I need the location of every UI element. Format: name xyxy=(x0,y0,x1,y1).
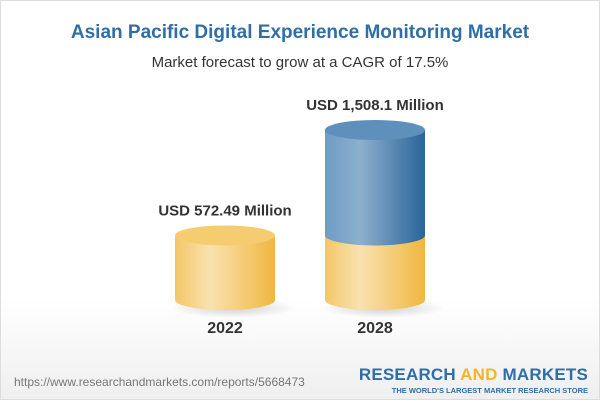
bar-base-2028 xyxy=(325,235,425,310)
bar-growth-2028 xyxy=(325,130,425,246)
data-label-2022: USD 572.49 Million xyxy=(158,202,291,219)
research-and-markets-logo: RESEARCH AND MARKETS THE WORLD'S LARGEST… xyxy=(358,365,588,395)
x-tick-label-2028: 2028 xyxy=(357,320,393,337)
source-url[interactable]: https://www.researchandmarkets.com/repor… xyxy=(14,375,305,389)
bar-top-2022 xyxy=(175,225,275,246)
bar-top-2028 xyxy=(325,120,425,140)
data-label-2028: USD 1,508.1 Million xyxy=(306,97,444,114)
chart-subtitle: Market forecast to grow at a CAGR of 17.… xyxy=(151,54,449,71)
x-tick-label-2022: 2022 xyxy=(207,320,243,337)
chart-title: Asian Pacific Digital Experience Monitor… xyxy=(70,22,530,43)
bar-base-2022 xyxy=(175,235,275,310)
